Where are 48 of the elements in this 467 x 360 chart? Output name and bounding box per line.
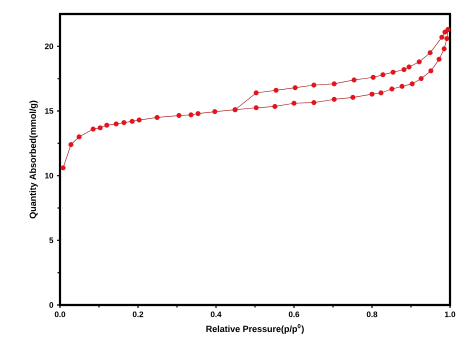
- point: [389, 86, 394, 92]
- point: [444, 36, 450, 42]
- point: [136, 118, 142, 123]
- point: [352, 77, 357, 82]
- point: [436, 56, 442, 62]
- point: [400, 84, 405, 89]
- point: [439, 34, 444, 40]
- point: [402, 67, 406, 72]
- point: [428, 50, 433, 56]
- point: [292, 85, 298, 90]
- point: [332, 96, 337, 102]
- point: [121, 120, 126, 126]
- x-axis-title: Relative Pressure(p/p$^{0}$): [206, 324, 304, 334]
- point: [176, 113, 182, 118]
- point: [68, 142, 74, 148]
- point: [416, 59, 422, 64]
- point: [390, 70, 396, 75]
- y-axis-title: Quantity Absorbed(mmol/g): [29, 100, 38, 218]
- point: [196, 111, 201, 116]
- point: [442, 30, 448, 35]
- point: [292, 100, 296, 106]
- point: [428, 68, 434, 74]
- point: [418, 76, 424, 82]
- point: [212, 109, 218, 114]
- point: [332, 81, 337, 86]
- point: [188, 112, 194, 118]
- point: [272, 104, 278, 109]
- point: [98, 125, 103, 130]
- point: [442, 46, 447, 52]
- point: [60, 165, 66, 170]
- point: [370, 92, 374, 97]
- point: [380, 72, 386, 78]
- point: [350, 94, 356, 100]
- point: [104, 122, 110, 128]
- point: [274, 88, 279, 93]
- point: [254, 105, 259, 110]
- point: [90, 126, 96, 132]
- point: [114, 121, 119, 126]
- point: [406, 64, 412, 70]
- point: [154, 114, 160, 120]
- point: [76, 134, 82, 140]
- point: [130, 118, 135, 124]
- point: [311, 82, 316, 88]
- point: [370, 74, 376, 80]
- point: [378, 90, 384, 96]
- point: [254, 90, 259, 96]
- point: [410, 81, 415, 86]
- point: [311, 100, 316, 106]
